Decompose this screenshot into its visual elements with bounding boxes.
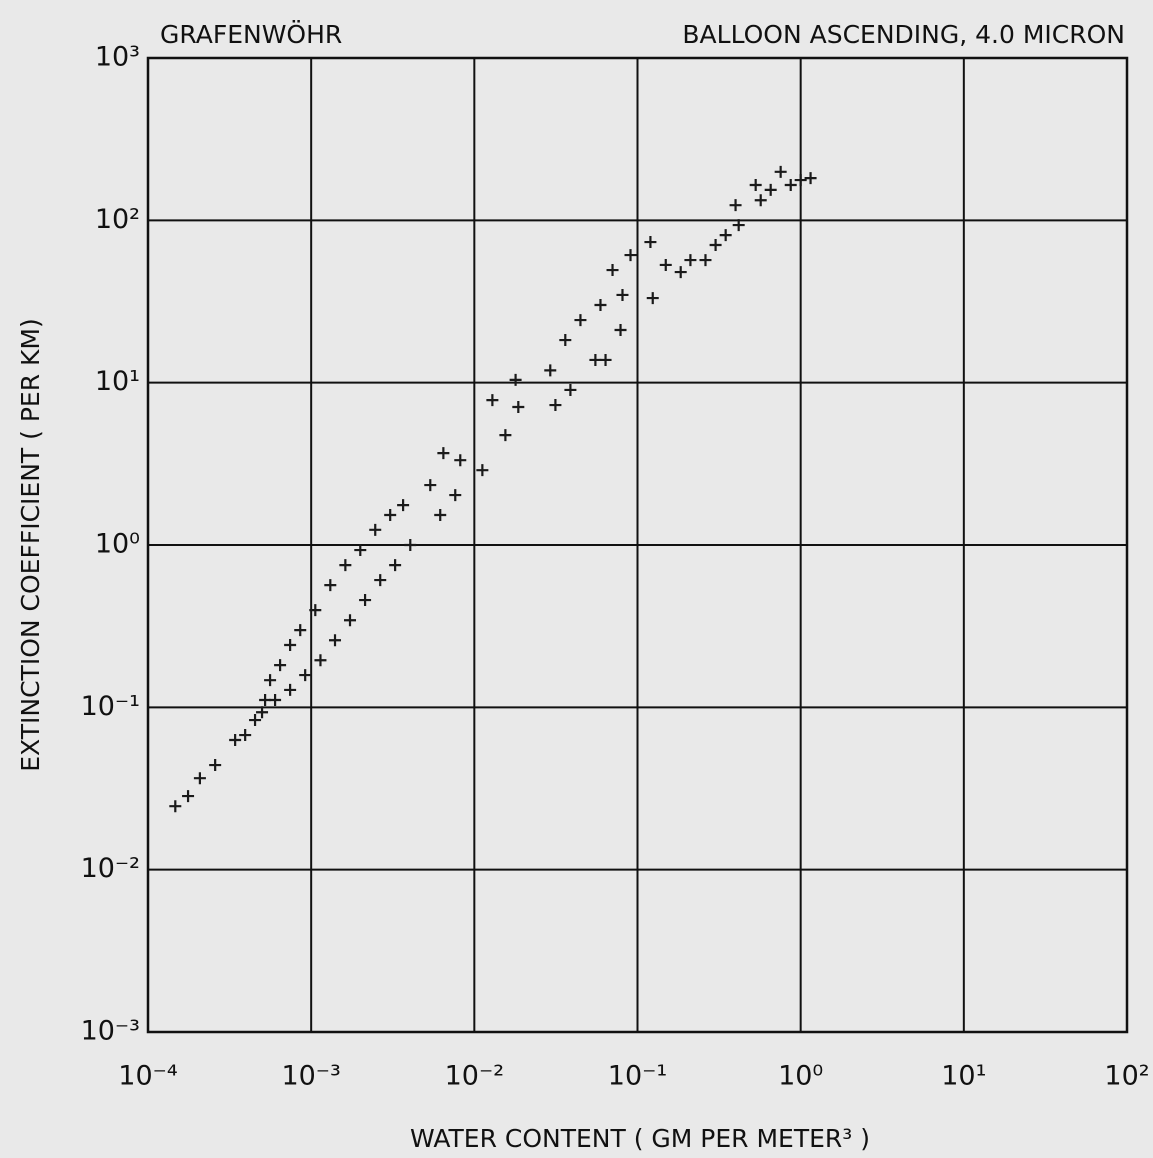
data-point (309, 604, 322, 617)
data-point (659, 258, 672, 271)
data-point (674, 266, 687, 279)
data-point (589, 353, 602, 366)
data-point (699, 254, 712, 267)
y-tick-label: 10⁰ (95, 529, 140, 560)
y-tick-label: 10¹ (95, 366, 140, 397)
x-axis-title: WATER CONTENT ( GM PER METER³ ) (410, 1124, 870, 1153)
data-point (239, 729, 252, 742)
data-point (774, 165, 787, 178)
data-point (284, 639, 297, 652)
data-point (454, 454, 467, 467)
data-point (269, 693, 282, 706)
data-point (794, 174, 807, 187)
data-point (434, 509, 447, 522)
data-point (384, 509, 397, 522)
data-point (182, 790, 195, 803)
data-point (729, 199, 742, 212)
y-axis-title: EXTINCTION COEFFICIENT ( PER KM) (16, 318, 45, 771)
data-point (784, 179, 797, 192)
data-point (644, 236, 657, 249)
data-point (564, 383, 577, 396)
data-point (749, 179, 762, 192)
data-point (169, 800, 182, 813)
data-point (732, 219, 745, 232)
x-tick-label: 10¹ (941, 1061, 986, 1092)
data-point (324, 579, 337, 592)
data-point (274, 659, 287, 672)
data-point (284, 683, 297, 696)
data-point (344, 614, 357, 627)
plot-frame (146, 56, 1129, 1034)
data-point (374, 574, 387, 587)
data-point (249, 714, 262, 727)
data-point (804, 172, 817, 185)
x-tick-label: 10² (1104, 1061, 1149, 1092)
data-point (369, 523, 382, 536)
data-point (594, 298, 607, 311)
data-point (574, 314, 587, 327)
data-point (764, 183, 777, 196)
data-point (509, 373, 522, 386)
data-point (616, 288, 629, 301)
data-point (264, 674, 277, 687)
title-right: BALLOON ASCENDING, 4.0 MICRON (682, 20, 1125, 49)
data-point (486, 394, 499, 407)
data-point (294, 624, 307, 637)
data-point (424, 479, 437, 492)
data-point (339, 559, 352, 572)
data-point (397, 499, 410, 512)
data-point (646, 292, 659, 305)
data-point (314, 654, 327, 667)
data-point (404, 539, 417, 551)
data-point (544, 364, 557, 377)
data-point (559, 334, 572, 347)
data-point (229, 734, 242, 747)
data-point (512, 401, 525, 414)
data-point (549, 399, 562, 412)
x-tick-label: 10⁻¹ (608, 1061, 667, 1092)
data-point (709, 238, 722, 251)
data-point (354, 544, 367, 557)
data-point (329, 634, 342, 647)
y-tick-label: 10⁻³ (81, 1016, 140, 1047)
data-point (389, 559, 402, 572)
data-point (599, 353, 612, 366)
y-tick-label: 10⁻² (81, 853, 140, 884)
data-point (437, 447, 450, 460)
data-point (359, 594, 372, 607)
title-left: GRAFENWÖHR (160, 20, 342, 49)
x-tick-label: 10⁻⁴ (118, 1061, 177, 1092)
data-point (754, 194, 767, 207)
data-point (209, 759, 222, 772)
data-point (606, 264, 619, 277)
data-point (719, 229, 732, 242)
data-point (476, 464, 489, 477)
data-point (684, 254, 697, 267)
data-point (614, 324, 627, 337)
data-point (256, 706, 269, 719)
x-tick-label: 10⁻² (445, 1061, 504, 1092)
y-tick-label: 10² (95, 204, 140, 235)
data-point (449, 489, 462, 502)
data-point (624, 249, 637, 262)
data-point (499, 429, 512, 442)
x-tick-label: 10⁻³ (281, 1061, 340, 1092)
y-tick-label: 10³ (95, 42, 140, 73)
data-point (299, 669, 312, 682)
x-tick-label: 10⁰ (778, 1061, 823, 1092)
data-point (193, 772, 206, 785)
y-tick-label: 10⁻¹ (81, 691, 140, 722)
